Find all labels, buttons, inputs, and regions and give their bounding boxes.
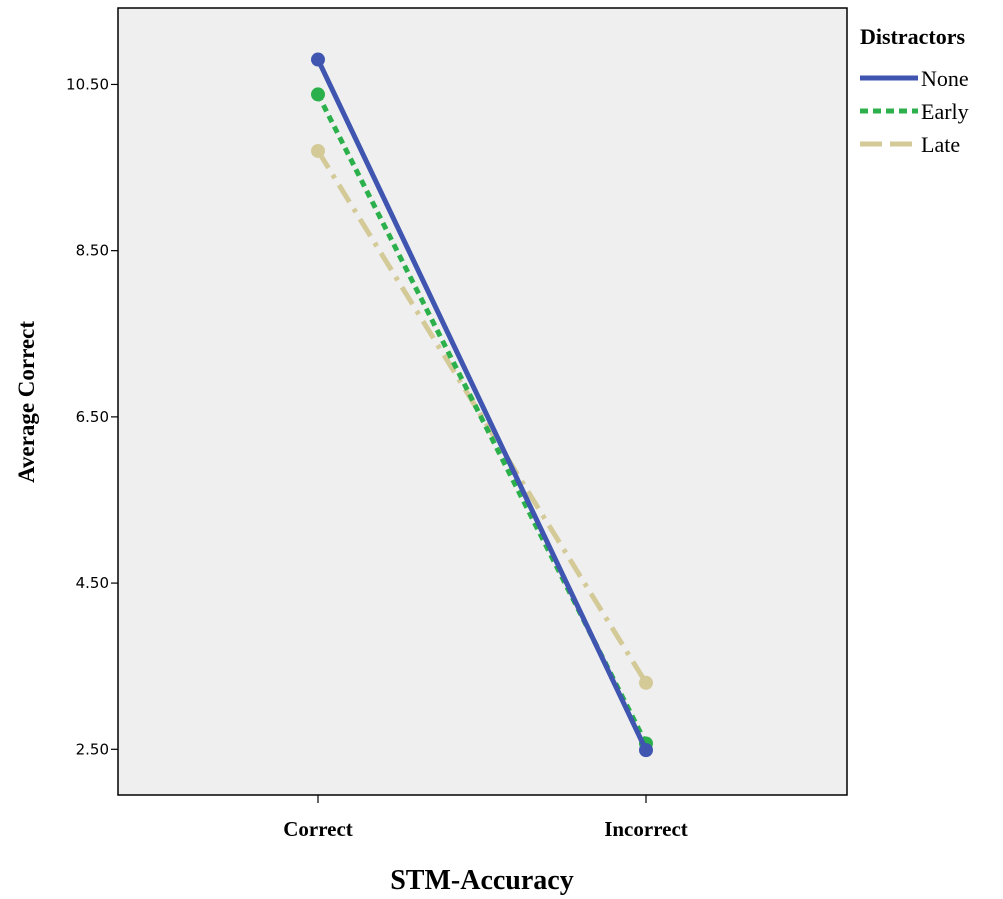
- y-axis-ticks: 2.50 4.50 6.50 8.50 10.50: [66, 75, 118, 758]
- legend: Distractors None Early Late: [860, 24, 969, 157]
- series-layer: [311, 52, 653, 758]
- y-tick-label: 10.50: [66, 75, 109, 93]
- legend-label-none: None: [921, 66, 969, 91]
- x-axis-title: STM-Accuracy: [390, 865, 574, 896]
- y-tick-label: 2.50: [76, 740, 109, 758]
- legend-label-late: Late: [921, 132, 960, 157]
- data-point-none-incorrect: [639, 743, 653, 758]
- y-tick-label: 6.50: [76, 408, 109, 426]
- data-point-early-correct: [311, 87, 325, 102]
- series-line-late: [315, 149, 649, 685]
- series-line-none: [315, 58, 649, 752]
- y-axis-title: Average Correct: [14, 321, 39, 483]
- x-axis-ticks: Correct Incorrect: [283, 795, 688, 841]
- legend-label-early: Early: [921, 99, 969, 124]
- data-point-late-incorrect: [639, 675, 653, 690]
- data-point-late-correct: [311, 143, 325, 158]
- data-point-none-correct: [311, 52, 325, 67]
- x-category-label: Correct: [283, 817, 353, 841]
- y-tick-label: 4.50: [76, 574, 109, 592]
- legend-items: None Early Late: [860, 66, 969, 157]
- x-category-label: Incorrect: [604, 817, 688, 841]
- y-tick-label: 8.50: [76, 242, 109, 260]
- legend-title: Distractors: [860, 24, 966, 49]
